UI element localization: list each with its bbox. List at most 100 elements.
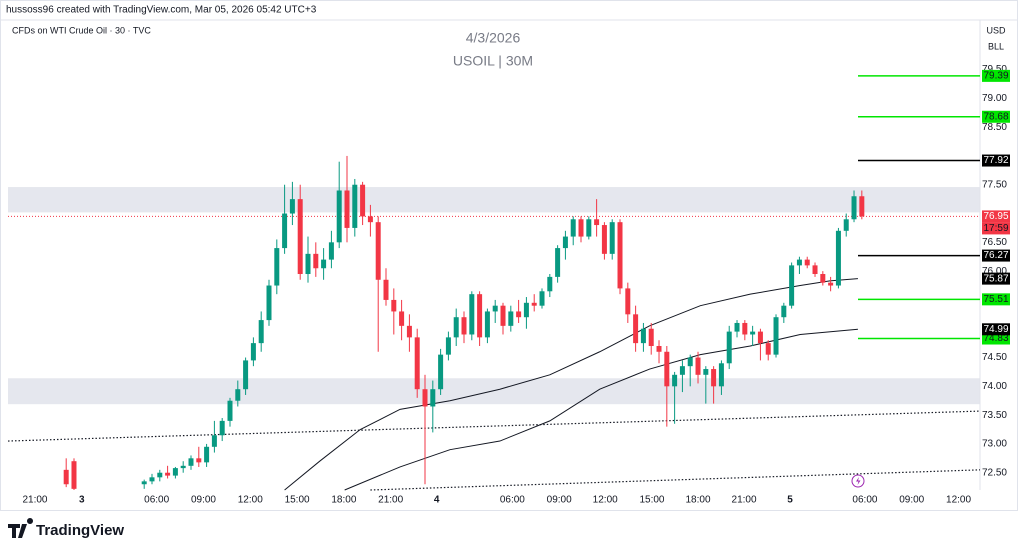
candle-body bbox=[406, 325, 412, 338]
level-label-box bbox=[982, 69, 1010, 82]
candle-body bbox=[750, 331, 756, 335]
candle-body bbox=[711, 369, 717, 387]
candle-body bbox=[609, 222, 615, 254]
candle-body bbox=[180, 465, 186, 469]
x-tick-label: 21:00 bbox=[22, 495, 47, 506]
y-tick-label: 79.00 bbox=[982, 93, 1007, 104]
candle-body bbox=[188, 458, 194, 466]
x-tick-label: 06:00 bbox=[144, 495, 169, 506]
x-tick-label: 21:00 bbox=[378, 495, 403, 506]
level-label: 78.68 bbox=[983, 111, 1008, 122]
candle-body bbox=[781, 305, 787, 318]
candle-body bbox=[804, 259, 810, 266]
candle-body bbox=[578, 219, 584, 237]
x-tick-label: 21:00 bbox=[732, 495, 757, 506]
candle-body bbox=[375, 222, 381, 280]
candle-body bbox=[500, 305, 506, 326]
candle-body bbox=[555, 248, 561, 277]
candle-body bbox=[63, 469, 69, 485]
countdown-box bbox=[982, 222, 1010, 235]
event-bolt bbox=[856, 477, 861, 485]
candle-body bbox=[586, 219, 592, 237]
candle-body bbox=[445, 337, 451, 355]
level-label: 75.51 bbox=[983, 294, 1008, 305]
candle-body bbox=[235, 389, 241, 401]
zone bbox=[8, 378, 980, 405]
y-tick-label: 73.50 bbox=[982, 410, 1007, 421]
x-tick-label: 09:00 bbox=[191, 495, 216, 506]
logo-icon bbox=[8, 517, 34, 538]
candle-body bbox=[352, 184, 358, 228]
candle-body bbox=[172, 468, 178, 476]
candle-body bbox=[617, 222, 623, 289]
y-tick-label: 76.00 bbox=[982, 266, 1007, 277]
candle-body bbox=[672, 374, 678, 387]
candle-body bbox=[211, 435, 217, 447]
symbol: CFDs on WTI Crude Oil · 30 · TVC bbox=[12, 25, 151, 35]
candle-body bbox=[859, 196, 865, 217]
candle-body bbox=[828, 282, 834, 286]
candle-body bbox=[71, 461, 77, 489]
candle-body bbox=[757, 331, 763, 344]
candle-body bbox=[305, 253, 311, 275]
candle-body bbox=[843, 219, 849, 231]
candle-body bbox=[835, 230, 841, 286]
x-tick-label: 15:00 bbox=[285, 495, 310, 506]
candle-body bbox=[383, 279, 389, 300]
level-label: 79.39 bbox=[983, 71, 1008, 82]
candle-body bbox=[204, 446, 210, 463]
level-label-box bbox=[982, 249, 1010, 262]
candle-body bbox=[796, 259, 802, 266]
candle-body bbox=[313, 253, 319, 269]
x-tick-label: 06:00 bbox=[500, 495, 525, 506]
candle-body bbox=[742, 322, 748, 335]
candle-body bbox=[289, 199, 295, 214]
candle-body bbox=[789, 265, 795, 306]
x-tick-label: 15:00 bbox=[639, 495, 664, 506]
candle-body bbox=[703, 369, 709, 375]
x-tick-label: 12:00 bbox=[238, 495, 263, 506]
candle-body bbox=[492, 305, 498, 312]
trendline bbox=[7, 410, 981, 442]
y-tick-label: 74.50 bbox=[982, 352, 1007, 363]
candle-body bbox=[328, 242, 334, 260]
candle-body bbox=[196, 458, 202, 463]
candle-body bbox=[633, 314, 639, 344]
level-label-box bbox=[982, 293, 1010, 306]
candle-body bbox=[765, 343, 771, 355]
current-price-label-box bbox=[982, 210, 1010, 223]
zone bbox=[8, 187, 980, 213]
x-tick-label: 18:00 bbox=[331, 495, 356, 506]
candle-body bbox=[679, 366, 685, 375]
y-tick-label: 78.50 bbox=[982, 122, 1007, 133]
candle-body bbox=[461, 317, 467, 335]
logo: TradingView bbox=[8, 517, 124, 539]
unit: BLL bbox=[988, 41, 1004, 51]
x-tick-label: 09:00 bbox=[899, 495, 924, 506]
candle-body bbox=[360, 184, 366, 217]
frame bbox=[0, 0, 1018, 511]
candle-body bbox=[297, 199, 303, 275]
y-tick-label: 77.50 bbox=[982, 179, 1007, 190]
level-label: 76.27 bbox=[983, 250, 1008, 261]
candle-body bbox=[547, 276, 553, 292]
candle-body bbox=[157, 472, 163, 478]
trendline bbox=[370, 469, 981, 491]
candle-body bbox=[243, 360, 249, 390]
currency: USD bbox=[986, 25, 1006, 35]
candle-body bbox=[227, 400, 233, 421]
candle-body bbox=[539, 291, 545, 306]
candle-body bbox=[656, 346, 662, 352]
candle-body bbox=[531, 302, 537, 306]
candle-body bbox=[718, 363, 724, 387]
y-tick-label: 76.50 bbox=[982, 237, 1007, 248]
countdown: 17:59 bbox=[983, 223, 1008, 234]
candle-body bbox=[477, 294, 483, 338]
x-tick-label: 06:00 bbox=[852, 495, 877, 506]
candle-body bbox=[734, 322, 740, 332]
candle-body bbox=[141, 481, 147, 485]
ma-label-box bbox=[982, 272, 1010, 285]
candle-body bbox=[282, 213, 288, 249]
candle-body bbox=[516, 311, 522, 318]
level-label-box bbox=[982, 332, 1010, 345]
